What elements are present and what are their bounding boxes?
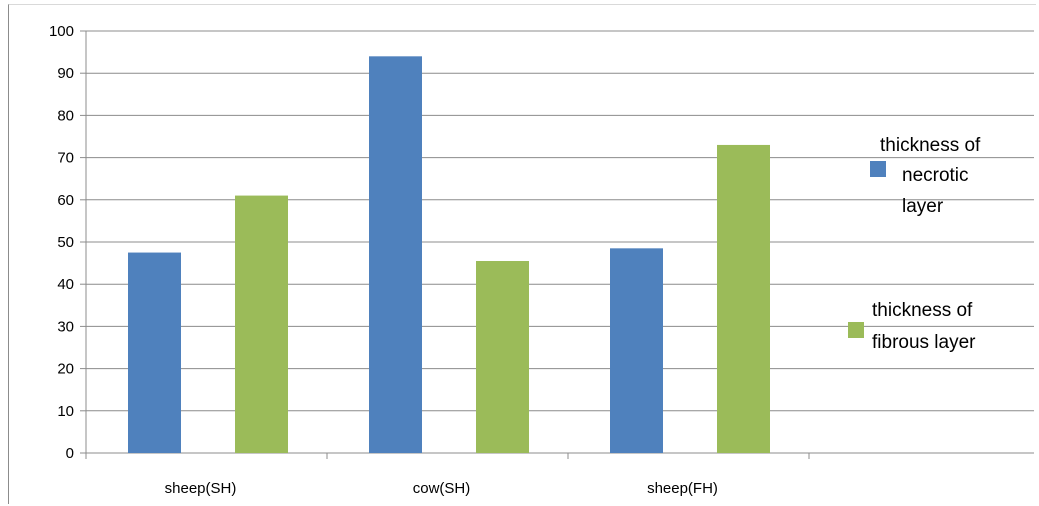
y-axis-tick-labels: 0 10 20 30 40 50 60 70 80 90 100 <box>49 23 74 462</box>
x-tick-label: sheep(SH) <box>165 480 237 497</box>
legend-label: thickness of <box>872 300 973 321</box>
y-tick-label: 40 <box>57 276 74 293</box>
y-tick-label: 50 <box>57 234 74 251</box>
chart-frame <box>8 4 1036 504</box>
legend: thickness of necrotic layer thickness of fib… <box>848 135 981 353</box>
legend-label: necrotic <box>902 165 969 186</box>
y-tick-label: 10 <box>57 403 74 420</box>
y-tick-label: 100 <box>49 23 74 40</box>
bar-necrotic-0 <box>128 252 181 453</box>
legend-label: layer <box>902 196 944 217</box>
y-tick-label: 90 <box>57 65 74 82</box>
y-tick-label: 80 <box>57 107 74 124</box>
bar-fibrous-2 <box>717 144 770 453</box>
axes <box>80 30 1034 459</box>
y-tick-label: 20 <box>57 361 74 378</box>
legend-label: thickness of <box>880 135 981 156</box>
bar-fibrous-1 <box>476 260 529 453</box>
y-tick-label: 60 <box>57 192 74 209</box>
bar-fibrous-0 <box>235 195 288 453</box>
legend-swatch <box>848 322 864 338</box>
x-axis-tick-labels: sheep(SH) cow(SH) sheep(FH) <box>165 480 718 497</box>
legend-label: fibrous layer <box>872 332 976 353</box>
legend-entry-0: thickness of necrotic layer <box>870 135 981 217</box>
legend-entry-1: thickness of fibrous layer <box>848 300 976 353</box>
bars <box>128 56 770 453</box>
x-tick-label: cow(SH) <box>413 480 471 497</box>
y-tick-label: 70 <box>57 150 74 167</box>
y-tick-label: 30 <box>57 318 74 335</box>
legend-swatch <box>870 161 886 177</box>
y-tick-label: 0 <box>66 445 74 462</box>
gridlines <box>86 30 1034 412</box>
x-tick-label: sheep(FH) <box>647 480 718 497</box>
bar-necrotic-1 <box>369 56 422 453</box>
bar-necrotic-2 <box>610 248 663 453</box>
